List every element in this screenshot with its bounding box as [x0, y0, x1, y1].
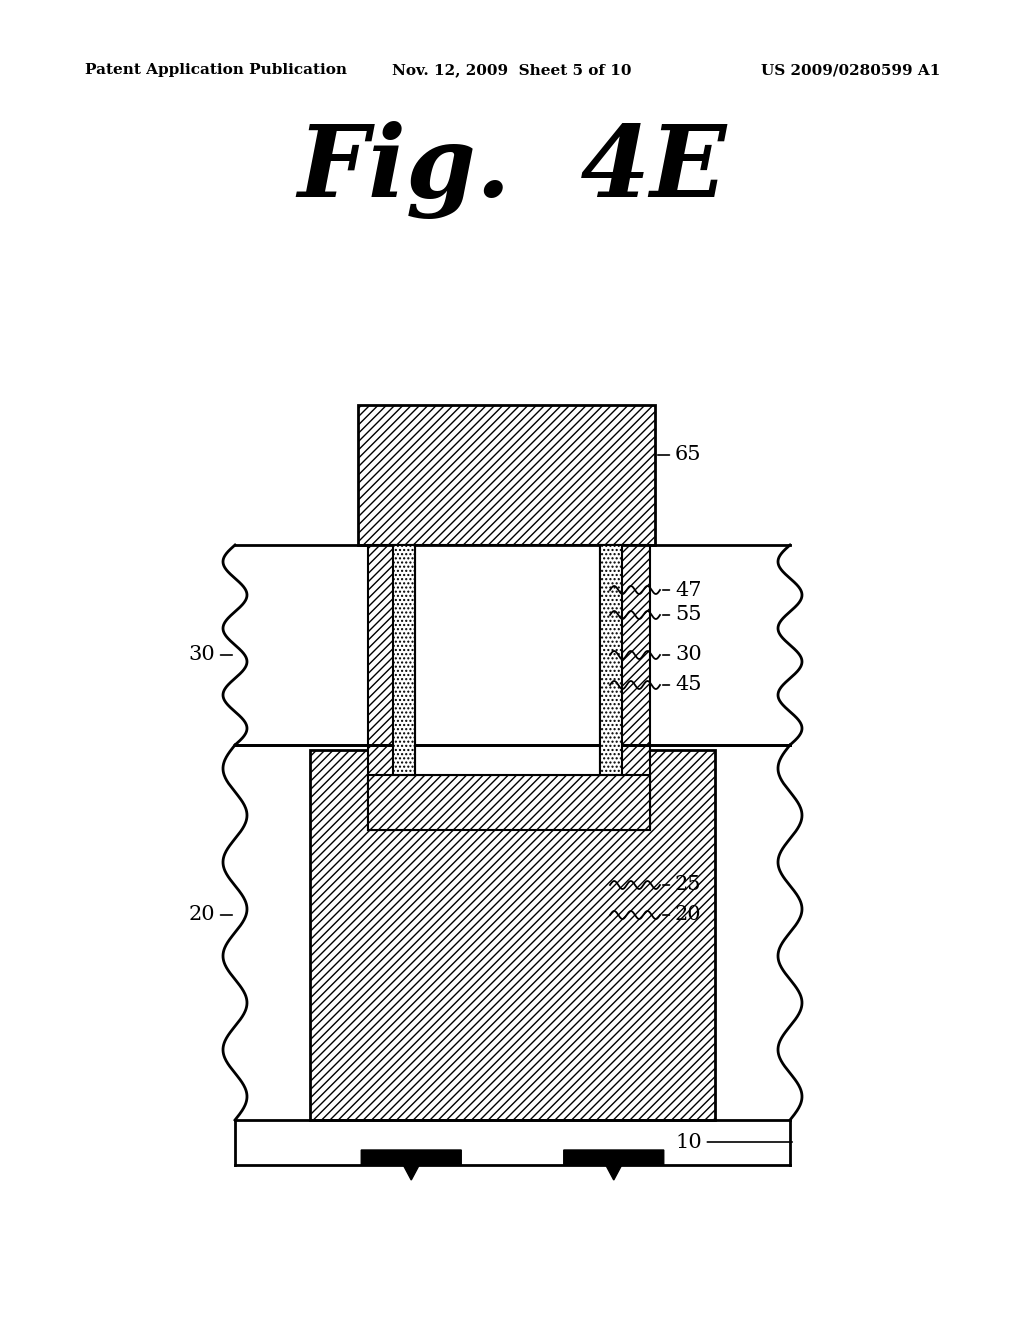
Text: 30: 30	[188, 645, 232, 664]
Text: 55: 55	[663, 606, 701, 624]
Bar	[234, 744, 790, 1119]
Bar	[600, 545, 622, 775]
Text: 47: 47	[663, 581, 701, 599]
Bar	[368, 545, 415, 830]
Text: 20: 20	[663, 906, 701, 924]
Bar	[310, 750, 715, 1119]
Text: 20: 20	[188, 906, 232, 924]
Text: 30: 30	[663, 645, 701, 664]
Text: 25: 25	[663, 875, 701, 895]
Text: Nov. 12, 2009  Sheet 5 of 10: Nov. 12, 2009 Sheet 5 of 10	[392, 63, 632, 77]
Bar	[368, 775, 650, 830]
Polygon shape	[361, 1150, 461, 1180]
Text: Patent Application Publication: Patent Application Publication	[85, 63, 347, 77]
Polygon shape	[564, 1150, 664, 1180]
Text: 10: 10	[675, 1133, 793, 1151]
Bar	[358, 405, 655, 545]
Text: US 2009/0280599 A1: US 2009/0280599 A1	[761, 63, 940, 77]
Bar	[393, 545, 415, 775]
Text: 45: 45	[663, 676, 701, 694]
Bar	[415, 545, 600, 775]
Bar	[600, 545, 650, 830]
Text: 65: 65	[657, 446, 701, 465]
Text: Fig.  4E: Fig. 4E	[297, 121, 727, 219]
Bar	[234, 545, 790, 744]
